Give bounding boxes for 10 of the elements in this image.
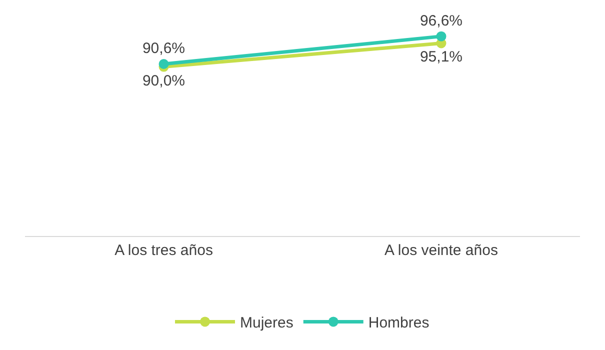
data-label: 95,1% [420,48,463,66]
legend-label: Mujeres [240,314,294,332]
data-label: 90,0% [142,72,186,90]
data-label: 96,6% [420,12,463,30]
x-tick-label: A los veinte años [384,242,498,259]
data-label: 90,6% [142,40,186,58]
legend-label: Hombres [368,314,430,332]
x-tick-label: A los tres años [114,242,213,259]
point [158,59,169,70]
point [436,31,446,42]
